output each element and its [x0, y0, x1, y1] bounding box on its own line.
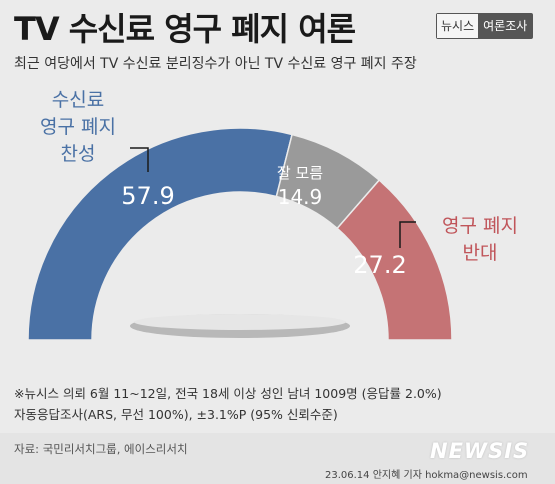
brand-name: 뉴시스: [437, 14, 479, 38]
category-label-approve: 찬성: [61, 143, 96, 165]
source-text: 자료: 국민리서치그룹, 에이스리서치: [14, 442, 188, 456]
leader-line-oppose: [399, 221, 416, 248]
category-label-oppose: 반대: [463, 242, 498, 264]
credit-text: 23.06.14 안지혜 기자 hokma@newsis.com: [325, 470, 528, 481]
chart-base-highlight: [134, 314, 346, 330]
value-label-approve: 57.9: [121, 182, 174, 210]
survey-note-2: 자동응답조사(ARS, 무선 100%), ±3.1%P (95% 신뢰수준): [14, 407, 338, 422]
value-label-unknown: 14.9: [278, 185, 323, 209]
category-label-oppose: 영구 폐지: [442, 215, 518, 237]
survey-note-1: ※뉴시스 의뢰 6월 11~12일, 전국 18세 이상 성인 남녀 1009명…: [14, 386, 442, 401]
category-label-approve: 수신료: [52, 89, 104, 111]
page-subtitle: 최근 여당에서 TV 수신료 분리징수가 아닌 TV 수신료 영구 폐지 주장: [14, 56, 417, 72]
page-title: TV 수신료 영구 폐지 여론: [14, 10, 356, 48]
newsis-watermark: NEWSIS: [430, 439, 530, 463]
brand-badge: 뉴시스 여론조사: [436, 13, 534, 39]
slice-approve: [27, 127, 293, 341]
slice-oppose: [336, 179, 453, 341]
value-label-oppose: 27.2: [353, 251, 406, 279]
category-label-approve: 영구 폐지: [40, 116, 116, 138]
brand-tag: 여론조사: [478, 14, 533, 38]
leader-line-approve: [130, 147, 149, 172]
category-label-unknown: 잘 모름: [277, 164, 323, 182]
footer-band: [0, 433, 555, 484]
